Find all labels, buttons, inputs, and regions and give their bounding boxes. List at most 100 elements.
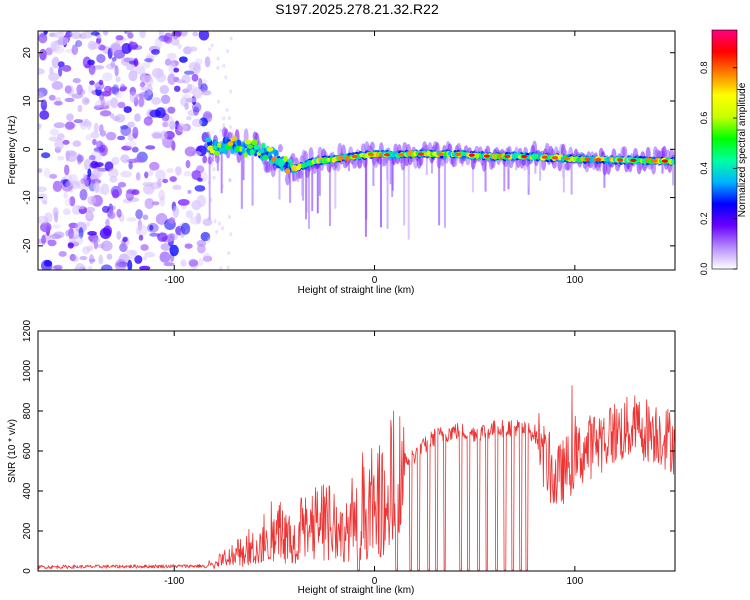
spectrogram-cell bbox=[123, 106, 132, 114]
spectrogram-cell bbox=[551, 156, 558, 160]
spectrogram-cell bbox=[191, 200, 202, 211]
spectrogram-cell bbox=[85, 134, 92, 141]
spectrogram-cell bbox=[229, 36, 233, 41]
spectrogram-cell bbox=[584, 157, 591, 161]
spectrogram-cell bbox=[77, 104, 83, 113]
x-tick-label: 100 bbox=[566, 576, 583, 587]
spectrogram-cell bbox=[389, 154, 392, 185]
spectrogram-cell bbox=[114, 259, 127, 270]
spectrogram-cell bbox=[122, 236, 128, 243]
spectrogram-cell bbox=[133, 96, 139, 107]
colorbar-gradient bbox=[712, 30, 737, 269]
spectrogram-cell bbox=[212, 175, 216, 180]
spectrogram-cell bbox=[89, 254, 94, 265]
spectrogram-cell bbox=[99, 144, 108, 157]
spectrogram-cell bbox=[468, 153, 475, 157]
spectrogram-cell bbox=[53, 122, 66, 129]
spectrogram-cell bbox=[125, 141, 137, 149]
spectrogram-cell bbox=[539, 156, 542, 181]
spectrogram-cell bbox=[45, 47, 53, 56]
spectrogram-cell bbox=[64, 198, 71, 207]
snr-y-label: SNR (10 * v/v) bbox=[7, 419, 18, 483]
spectrogram-cell bbox=[140, 244, 149, 251]
colorbar-tick-label: 0.6 bbox=[699, 112, 709, 125]
spectrogram-cell bbox=[52, 207, 59, 218]
spectrogram-cell bbox=[51, 56, 60, 69]
spectrogram-cell bbox=[184, 243, 193, 249]
spectrogram-cell bbox=[170, 59, 176, 70]
spectrogram-cell bbox=[116, 208, 122, 218]
spectrogram-cell bbox=[109, 175, 118, 183]
spectrogram-cell bbox=[191, 170, 200, 180]
spectrogram-cell bbox=[417, 152, 424, 156]
spectrogram-cell bbox=[380, 154, 383, 228]
spectrogram-cell bbox=[115, 76, 121, 83]
spectrogram-cell bbox=[166, 115, 174, 128]
spectrogram-cell bbox=[164, 58, 172, 66]
spectrogram-cell bbox=[527, 156, 530, 175]
spectrogram-cell bbox=[328, 159, 331, 227]
spectrogram-cell bbox=[195, 58, 203, 65]
spectrogram-cell bbox=[57, 36, 69, 46]
spectrogram-cell bbox=[156, 178, 162, 187]
spectrogram-cell bbox=[141, 75, 154, 87]
spectrogram-cell bbox=[651, 161, 657, 175]
spectrogram-cell bbox=[181, 94, 192, 99]
spectrogram-cell bbox=[128, 161, 133, 170]
spectrogram-cell bbox=[90, 160, 99, 169]
spectrogram-y-label: Frequency (Hz) bbox=[7, 116, 18, 185]
spectrogram-cell bbox=[147, 169, 154, 177]
spectrogram-cell bbox=[277, 144, 283, 153]
spectrogram-cell bbox=[430, 154, 433, 174]
spectrogram-y-ticks: -20 -10 0 10 20 bbox=[22, 47, 675, 253]
spectrogram-cell bbox=[222, 116, 226, 121]
spectrogram-cell bbox=[170, 252, 175, 262]
y-tick-label: 20 bbox=[22, 47, 33, 59]
spectrogram-cell bbox=[127, 121, 136, 128]
spectrogram-cell bbox=[86, 120, 92, 131]
spectrogram-cell bbox=[311, 162, 314, 212]
spectrogram-cell bbox=[44, 212, 53, 224]
spectrogram-cell bbox=[162, 178, 169, 184]
spectrogram-cell bbox=[229, 89, 233, 94]
spectrogram-cell bbox=[303, 150, 309, 163]
spectrogram-cell bbox=[62, 179, 71, 187]
spectrogram-cell bbox=[187, 109, 197, 117]
spectrogram-cell bbox=[139, 265, 151, 270]
spectrogram-cell bbox=[103, 225, 113, 237]
spectrogram-cell bbox=[119, 83, 126, 92]
spectrogram-cell bbox=[168, 233, 176, 242]
spectrogram-cell bbox=[125, 189, 134, 201]
spectrogram-cell bbox=[251, 148, 254, 206]
spectrogram-cell bbox=[100, 240, 113, 252]
spectrogram-cell bbox=[40, 222, 52, 233]
spectrogram-cell bbox=[159, 251, 171, 263]
spectrogram-cell bbox=[101, 205, 110, 213]
spectrogram-cell bbox=[216, 66, 220, 71]
spectrogram-cell bbox=[92, 65, 105, 70]
y-tick-label: 0 bbox=[22, 568, 33, 574]
spectrogram-cell bbox=[226, 49, 230, 54]
spectrogram-cell bbox=[192, 86, 203, 99]
spectrogram-cell bbox=[168, 217, 176, 224]
spectrogram-cell bbox=[132, 126, 139, 139]
spectrogram-cell bbox=[236, 139, 242, 147]
spectrogram-cell bbox=[93, 104, 104, 111]
spectrogram-cell bbox=[176, 79, 186, 84]
spectrogram-cell bbox=[110, 60, 116, 68]
spectrogram-cell bbox=[661, 159, 668, 163]
spectrogram-cell bbox=[172, 205, 180, 218]
spectrogram-cell bbox=[76, 205, 85, 210]
spectrogram-cell bbox=[183, 70, 195, 75]
spectrogram-cell bbox=[163, 32, 173, 44]
spectrogram-cell bbox=[222, 63, 226, 68]
colorbar-ticks: 0.0 0.2 0.4 0.6 0.8 bbox=[699, 61, 737, 275]
spectrogram-cell bbox=[53, 101, 63, 106]
spectrogram-cell bbox=[149, 224, 154, 231]
spectrogram-cell bbox=[149, 181, 162, 190]
spectrogram-cell bbox=[187, 189, 192, 194]
spectrogram-cell bbox=[651, 159, 658, 163]
spectrogram-cell bbox=[66, 113, 74, 122]
spectrogram-cell bbox=[49, 40, 61, 52]
spectrogram-cell bbox=[283, 155, 288, 162]
